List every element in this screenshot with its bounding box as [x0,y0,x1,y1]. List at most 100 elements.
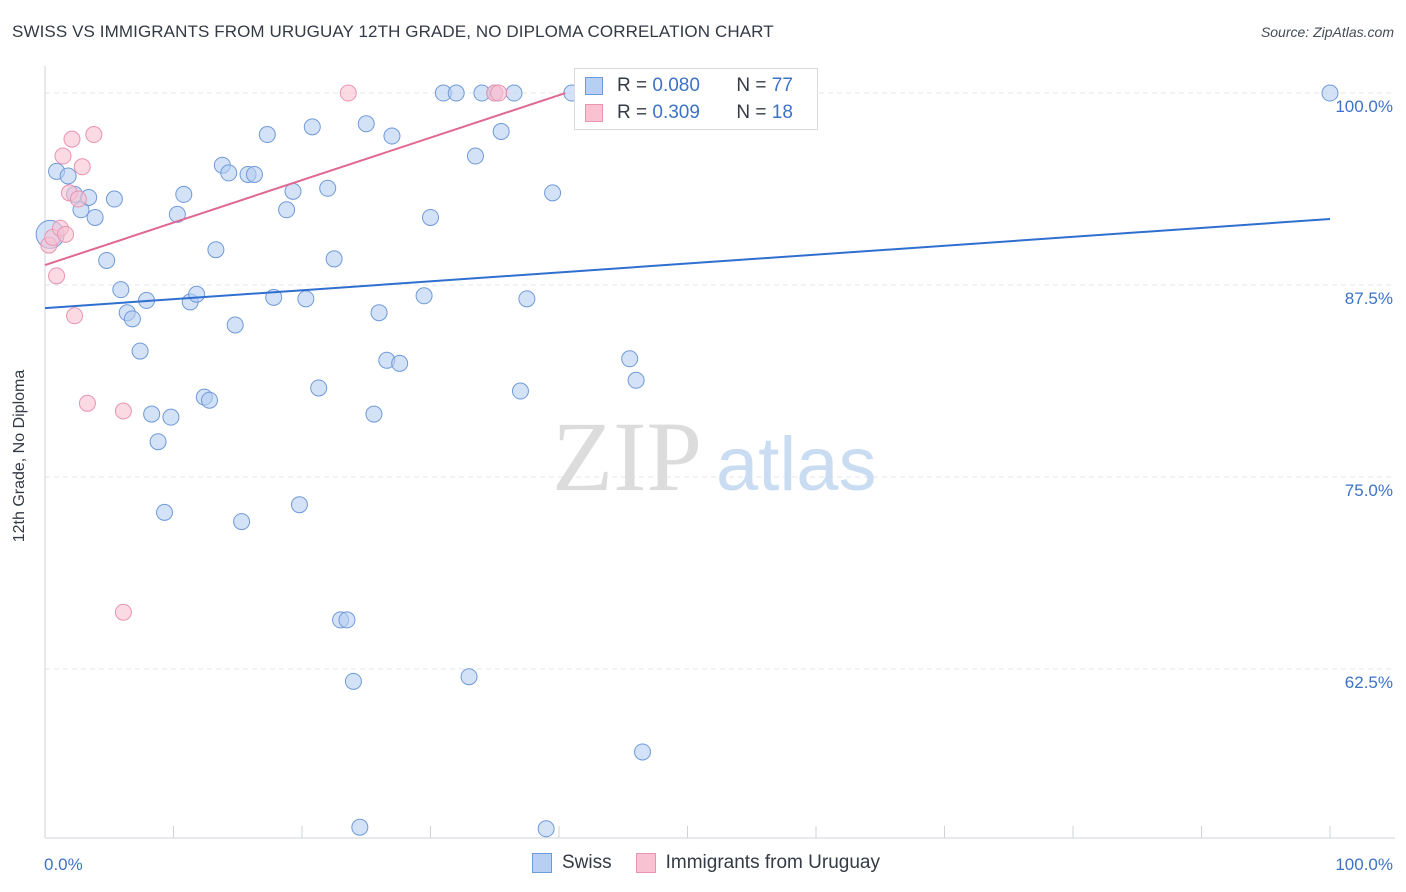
swiss-point [258,126,276,144]
watermark-atlas: atlas [716,422,877,507]
swiss-point [278,201,296,219]
swiss-point [310,379,328,397]
uruguay-swatch [585,104,603,122]
source-label: Source: ZipAtlas.com [1260,24,1394,40]
swiss-point [59,167,77,185]
swiss-point [226,316,244,334]
uruguay-point [114,402,132,420]
uruguay-point [490,84,508,102]
swiss-point [86,208,104,226]
uruguay-point [57,225,75,243]
y-tick-label: 75.0% [1345,481,1393,500]
swiss-point [168,205,186,223]
stats-legend: R = 0.080 N = 77 R = 0.309 N = 18 [574,68,818,130]
swiss-point [447,84,465,102]
swiss-point [365,405,383,423]
swiss-point [207,241,225,259]
swiss-point [175,185,193,203]
uruguay-point [66,307,84,325]
r-value: 0.309 [652,102,700,123]
swiss-point [162,408,180,426]
y-tick-label: 87.5% [1345,289,1393,308]
axes [44,66,1395,839]
swiss-trend-line [44,217,1331,310]
swiss-point [105,190,123,208]
uruguay-trend-line [44,92,566,267]
swiss-point [415,287,433,305]
swiss-point [537,820,555,838]
swiss-point [511,382,529,400]
swiss-point [143,405,161,423]
stats-row-swiss: R = 0.080 N = 77 [585,74,793,98]
swiss-point [634,743,652,761]
y-tick-labels: 100.0% 87.5% 75.0% 62.5% [1335,97,1393,692]
swiss-point [492,122,510,140]
stats-row-uruguay: R = 0.309 N = 18 [585,101,793,125]
swiss-point [370,304,388,322]
swiss-point [338,611,356,629]
r-value: 0.080 [652,75,700,96]
swiss-point [123,310,141,328]
swiss-point [357,115,375,133]
watermark-zip: ZIP [552,401,702,512]
y-tick-label: 62.5% [1345,673,1393,692]
swiss-point [505,84,523,102]
y-axis-label: 12th Grade, No Diploma [11,369,28,543]
swiss-point [98,251,116,269]
uruguay-point [54,147,72,165]
swiss-point [290,496,308,514]
trend-lines [44,92,1331,310]
swiss-point [156,503,174,521]
swiss-point [303,118,321,136]
swiss-point [233,513,251,531]
uruguay-point [85,126,103,144]
n-value: 18 [771,102,793,123]
swiss-point [391,354,409,372]
uruguay-point [339,84,357,102]
uruguay-point [78,394,96,412]
uruguay-point [69,190,87,208]
uruguay-point [73,158,91,176]
swiss-point [245,165,263,183]
swiss-point [200,391,218,409]
x-tick-label: 0.0% [44,855,83,874]
swiss-point [518,290,536,308]
swiss-point [627,371,645,389]
uruguay-point [63,130,81,148]
swiss-swatch [532,853,552,873]
swiss-point [188,285,206,303]
swiss-point [460,668,478,686]
y-tick-label: 100.0% [1335,97,1393,116]
swiss-point [112,281,130,299]
legend-label-swiss: Swiss [562,852,612,873]
n-value: 77 [771,75,793,96]
swiss-point [1321,84,1339,102]
x-tick-label: 100.0% [1335,855,1393,874]
swiss-point [131,342,149,360]
swiss-point [344,672,362,690]
chart-title: SWISS VS IMMIGRANTS FROM URUGUAY 12TH GR… [12,22,774,41]
uruguay-point [48,267,66,285]
uruguay-point [114,603,132,621]
watermark: ZIP atlas [552,401,877,512]
swiss-swatch [585,77,603,95]
uruguay-swatch [635,853,656,873]
n-label: N = [736,102,767,123]
swiss-point [422,208,439,226]
x-tick-labels: 0.0% 100.0% [44,855,1393,874]
swiss-point [466,147,484,165]
n-label: N = [736,75,767,96]
swiss-point [621,350,639,368]
swiss-point [544,184,562,202]
series-legend: Swiss Immigrants from Uruguay [532,852,904,874]
legend-label-uruguay: Immigrants from Uruguay [665,852,880,873]
legend-item-swiss: Swiss [532,852,612,874]
swiss-point [351,818,369,836]
swiss-point [319,179,337,197]
legend-item-uruguay: Immigrants from Uruguay [635,852,880,874]
r-label: R = [617,102,648,123]
swiss-point [149,433,167,451]
r-label: R = [617,75,648,96]
swiss-point [383,127,401,145]
